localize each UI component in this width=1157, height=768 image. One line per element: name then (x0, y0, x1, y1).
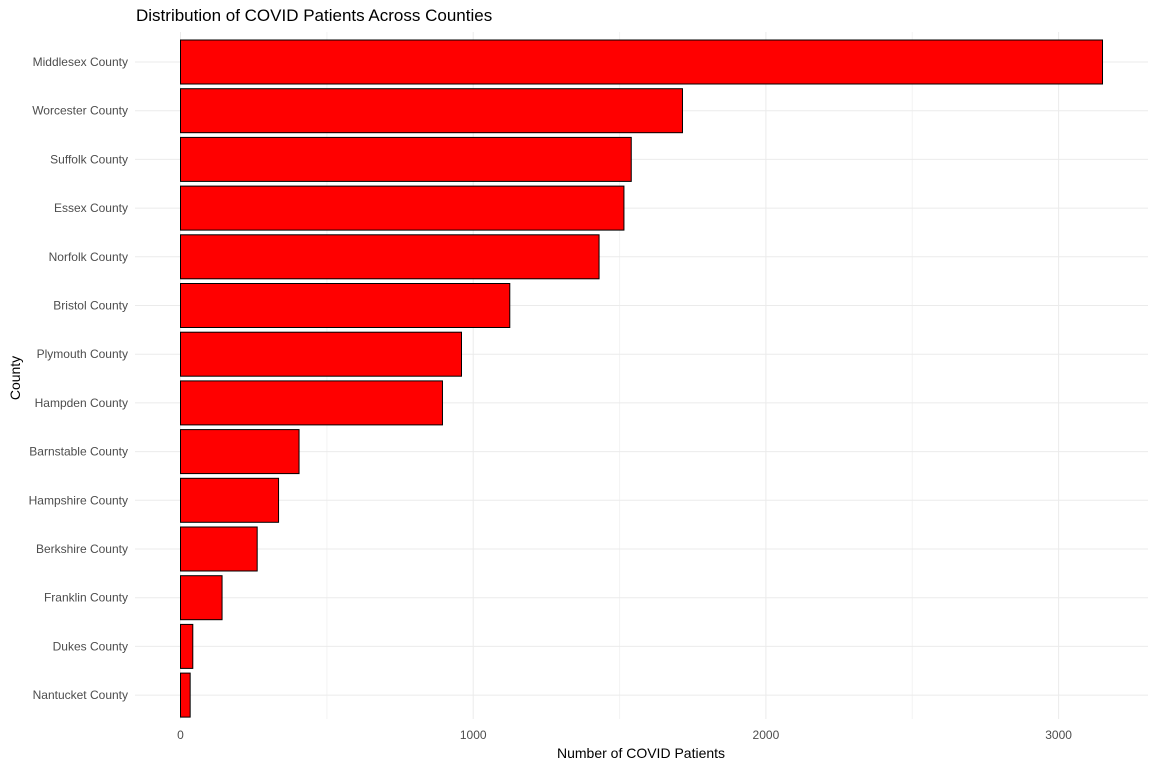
bar (180, 234, 600, 280)
y-tick-label: Nantucket County (33, 688, 128, 702)
bar (180, 136, 632, 182)
y-tick-label: Essex County (54, 201, 128, 215)
bar (180, 39, 1104, 85)
y-tick-label: Hampshire County (29, 493, 128, 507)
x-tick-label: 0 (177, 728, 184, 742)
y-axis-tick-labels: Middlesex County Worcester County Suffolk … (29, 55, 128, 702)
bar (180, 88, 683, 134)
y-tick-label: Middlesex County (33, 55, 128, 69)
y-tick-label: Plymouth County (37, 347, 128, 361)
bar (180, 429, 300, 475)
y-tick-label: Suffolk County (50, 152, 128, 166)
bar (180, 283, 511, 328)
y-tick-label: Bristol County (53, 299, 128, 313)
bar (180, 575, 223, 621)
y-tick-label: Franklin County (44, 591, 128, 605)
x-tick-label: 2000 (753, 728, 780, 742)
y-axis-title: County (7, 356, 23, 400)
y-tick-label: Hampden County (35, 396, 128, 410)
y-tick-label: Norfolk County (49, 250, 128, 264)
bar (180, 623, 194, 669)
x-tick-label: 3000 (1045, 728, 1072, 742)
bars (180, 39, 1104, 718)
x-axis-title: Number of COVID Patients (557, 745, 725, 761)
y-tick-label: Dukes County (53, 639, 128, 653)
bar (180, 331, 462, 377)
x-axis-tick-labels: 0 1000 2000 3000 (177, 728, 1072, 742)
y-tick-label: Berkshire County (36, 542, 128, 556)
y-tick-label: Barnstable County (29, 445, 128, 459)
bar (180, 477, 280, 523)
bar (180, 672, 191, 718)
x-tick-label: 1000 (460, 728, 487, 742)
bar (180, 380, 443, 426)
y-tick-label: Worcester County (32, 104, 128, 118)
bar (180, 185, 625, 231)
bar (180, 526, 258, 572)
chart-title: Distribution of COVID Patients Across Co… (136, 6, 492, 25)
